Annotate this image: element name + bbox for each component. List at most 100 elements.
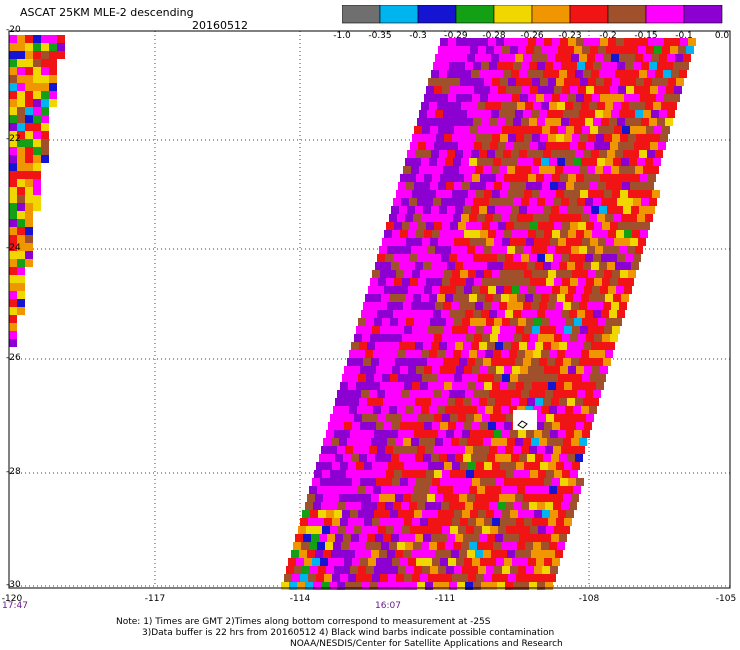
swath-cell xyxy=(650,86,658,94)
swath-cell xyxy=(557,158,565,166)
swath-cell xyxy=(508,326,516,334)
swath-cell xyxy=(373,350,381,358)
swath-cell xyxy=(575,262,583,270)
swath-cell xyxy=(574,318,582,326)
swath-cell xyxy=(587,166,595,174)
swath-cell xyxy=(389,406,397,414)
swath-cell xyxy=(457,118,465,126)
swath-cell xyxy=(614,46,622,54)
swath-cell xyxy=(531,246,539,254)
swath-cell xyxy=(336,478,344,486)
swath-cell xyxy=(466,526,474,534)
swath-cell xyxy=(467,494,475,502)
swath-cell xyxy=(546,414,554,422)
swath-cell xyxy=(33,179,41,187)
swath-cell xyxy=(450,142,458,150)
swath-cell xyxy=(409,390,417,398)
swath-cell xyxy=(639,70,647,78)
swath-cell xyxy=(432,94,440,102)
swath-cell xyxy=(341,542,349,550)
swath-cell xyxy=(592,366,600,374)
swath-cell xyxy=(475,550,483,558)
swath-cell xyxy=(534,510,542,518)
swath-cell xyxy=(453,294,461,302)
swath-cell xyxy=(9,203,17,211)
swath-cell xyxy=(418,470,426,478)
swath-cell xyxy=(415,534,423,542)
swath-cell xyxy=(451,166,459,174)
swath-cell xyxy=(353,390,361,398)
swath-cell xyxy=(421,158,429,166)
swath-cell xyxy=(17,139,25,147)
swath-cell xyxy=(482,414,490,422)
swath-cell xyxy=(560,286,568,294)
swath-cell xyxy=(624,38,632,46)
swath-cell xyxy=(592,230,600,238)
swath-cell xyxy=(513,62,521,70)
swath-cell xyxy=(636,78,644,86)
swath-cell xyxy=(541,102,549,110)
swath-cell xyxy=(498,142,506,150)
swath-cell xyxy=(440,174,448,182)
swath-cell xyxy=(602,142,610,150)
swath-cell xyxy=(17,195,25,203)
swath-cell xyxy=(601,254,609,262)
swath-cell xyxy=(361,582,369,590)
swath-cell xyxy=(453,486,461,494)
swath-cell xyxy=(613,158,621,166)
swath-cell xyxy=(582,318,590,326)
swath-cell xyxy=(434,278,442,286)
swath-cell xyxy=(399,206,407,214)
swath-cell xyxy=(461,486,469,494)
swath-cell xyxy=(488,422,496,430)
swath-cell xyxy=(494,126,502,134)
swath-cell xyxy=(518,182,526,190)
swath-cell xyxy=(561,310,569,318)
swath-cell xyxy=(573,158,581,166)
swath-cell xyxy=(510,126,518,134)
swath-cell xyxy=(378,334,386,342)
swath-cell xyxy=(641,62,649,70)
swath-cell xyxy=(601,310,609,318)
swath-cell xyxy=(555,302,563,310)
swath-cell xyxy=(462,318,470,326)
swath-cell xyxy=(461,542,469,550)
swath-cell xyxy=(526,46,534,54)
swath-cell xyxy=(489,390,497,398)
swath-cell xyxy=(585,254,593,262)
swath-cell xyxy=(564,382,572,390)
swath-cell xyxy=(579,166,587,174)
swath-cell xyxy=(423,454,431,462)
swath-cell xyxy=(445,350,453,358)
swath-cell xyxy=(404,270,412,278)
swath-cell xyxy=(299,550,307,558)
swath-cell xyxy=(471,206,479,214)
swath-cell xyxy=(432,366,440,374)
swath-cell xyxy=(389,350,397,358)
swath-cell xyxy=(344,478,352,486)
swath-cell xyxy=(25,123,33,131)
swath-cell xyxy=(399,454,407,462)
swath-cell xyxy=(401,502,409,510)
swath-cell xyxy=(526,318,534,326)
swath-cell xyxy=(404,190,412,198)
swath-cell xyxy=(565,486,573,494)
swath-cell xyxy=(593,118,601,126)
swath-cell xyxy=(364,518,372,526)
swath-cell xyxy=(351,534,359,542)
swath-cell xyxy=(541,294,549,302)
swath-cell xyxy=(397,294,405,302)
swath-cell xyxy=(562,222,570,230)
swath-cell xyxy=(492,326,500,334)
swath-cell xyxy=(586,278,594,286)
swath-cell xyxy=(415,262,423,270)
swath-cell xyxy=(584,174,592,182)
swath-cell xyxy=(49,83,57,91)
swath-cell xyxy=(484,270,492,278)
swath-cell xyxy=(542,374,550,382)
swath-cell xyxy=(514,142,522,150)
swath-cell xyxy=(441,446,449,454)
swath-cell xyxy=(447,398,455,406)
swath-cell xyxy=(458,86,466,94)
swath-cell xyxy=(534,566,542,574)
